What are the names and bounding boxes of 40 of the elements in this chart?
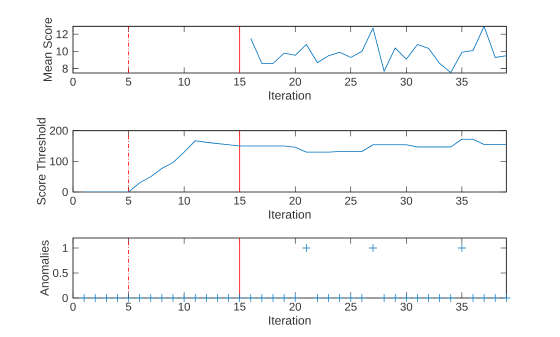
x-tick-label: 35 — [456, 196, 468, 205]
y-tick-label: 0 — [62, 294, 68, 302]
x-tick-label: 15 — [234, 196, 246, 205]
x-tick-label: 5 — [126, 302, 132, 311]
y-axis-title: Mean Score — [43, 18, 52, 82]
x-tick-label: 20 — [289, 196, 302, 205]
x-tick-label: 10 — [178, 302, 190, 311]
x-tick-label: 20 — [289, 78, 302, 86]
y-tick-label: 12 — [56, 30, 68, 38]
x-tick-label: 30 — [400, 196, 412, 205]
x-tick-label: 35 — [456, 78, 468, 86]
x-tick-label: 15 — [234, 78, 246, 86]
x-tick-label: 35 — [456, 302, 468, 311]
x-tick-label: 5 — [126, 196, 132, 205]
x-tick-label: 10 — [178, 78, 190, 86]
x-axis-title: Iteration — [269, 316, 311, 325]
x-tick-label: 0 — [70, 196, 76, 205]
line-series — [250, 26, 506, 73]
x-axis-title: Iteration — [269, 90, 311, 100]
x-tick-label: 25 — [345, 78, 357, 86]
x-tick-label: 0 — [70, 302, 76, 311]
y-tick-label: 0 — [62, 188, 68, 196]
x-tick-label: 15 — [234, 302, 246, 311]
y-tick-label: 100 — [50, 157, 68, 166]
x-axis-title: Iteration — [269, 210, 311, 219]
x-tick-label: 25 — [345, 302, 357, 311]
y-tick-label: 10 — [56, 47, 68, 56]
x-tick-label: 20 — [289, 302, 302, 311]
y-tick-label: 8 — [62, 64, 68, 73]
x-tick-label: 30 — [400, 78, 412, 86]
y-tick-label: 0.5 — [52, 268, 68, 278]
x-tick-label: 25 — [345, 196, 357, 205]
y-tick-label: 200 — [50, 126, 68, 135]
y-axis-title: Anomalies — [40, 240, 49, 296]
x-tick-label: 0 — [70, 78, 76, 86]
y-tick-label: 1 — [62, 244, 68, 252]
x-tick-label: 10 — [178, 196, 190, 205]
y-axis-title: Score Threshold — [36, 118, 46, 205]
x-tick-label: 30 — [400, 302, 412, 311]
x-tick-label: 5 — [126, 78, 132, 86]
